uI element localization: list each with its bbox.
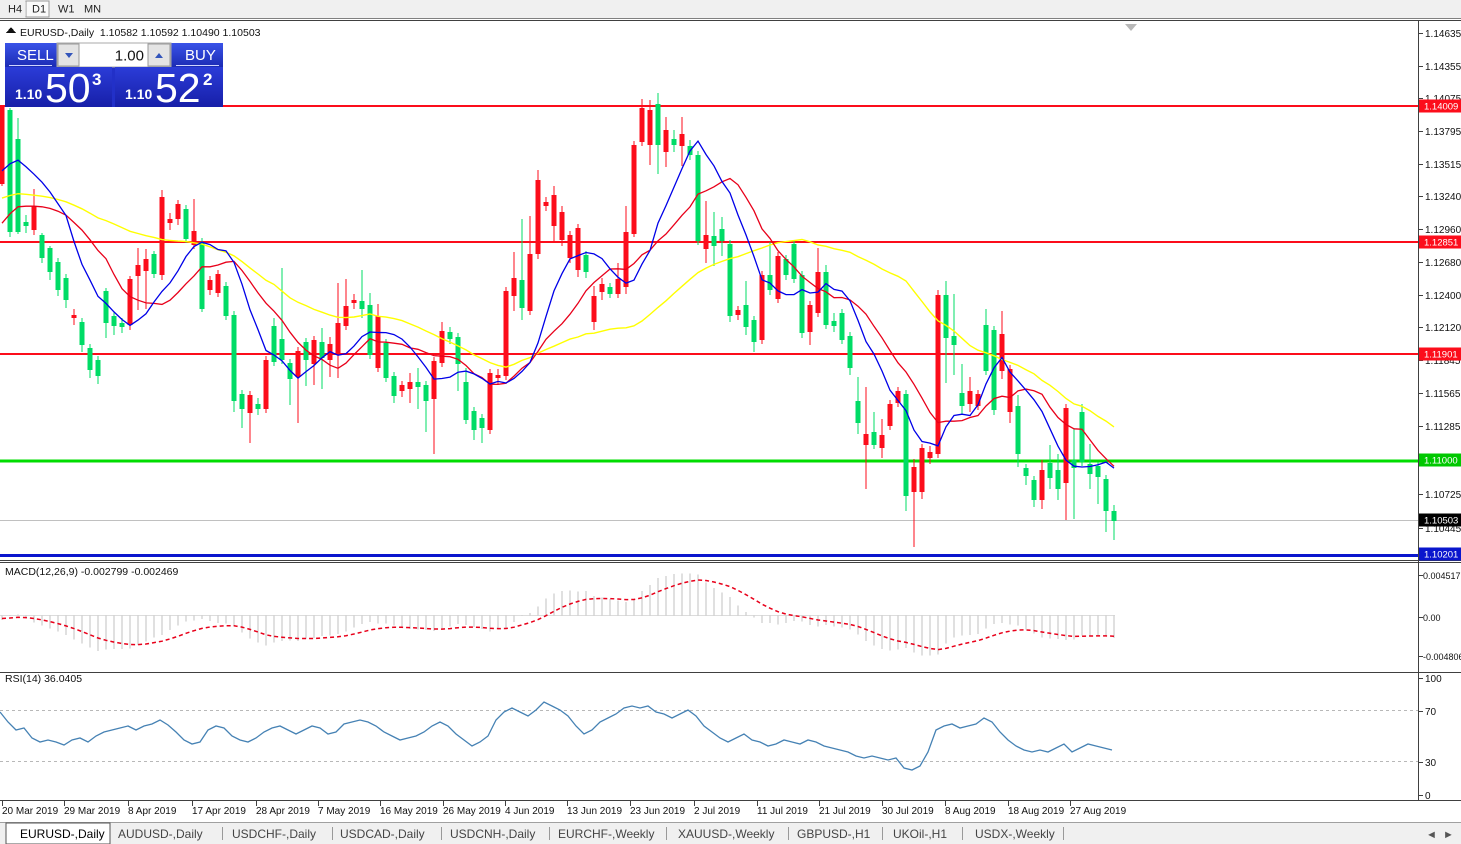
svg-text:1.13795: 1.13795 [1425,127,1461,138]
svg-text:29 Mar 2019: 29 Mar 2019 [64,806,121,817]
svg-text:-0.004806: -0.004806 [1423,652,1461,662]
svg-text:◄: ◄ [1426,829,1437,841]
svg-text:1.11565: 1.11565 [1425,389,1461,400]
svg-text:H4: H4 [8,4,22,16]
svg-text:1.10445: 1.10445 [1425,524,1461,535]
svg-text:EURCHF-,Weekly: EURCHF-,Weekly [558,827,654,841]
svg-text:21 Jul 2019: 21 Jul 2019 [819,806,871,817]
svg-text:►: ► [1443,829,1454,841]
svg-text:USDX-,Weekly: USDX-,Weekly [975,827,1055,841]
svg-text:4 Jun 2019: 4 Jun 2019 [505,806,555,817]
svg-text:50: 50 [45,65,91,111]
svg-text:1.11901: 1.11901 [1424,350,1458,361]
svg-text:W1: W1 [58,4,75,16]
svg-text:17 Apr 2019: 17 Apr 2019 [192,806,246,817]
svg-text:D1: D1 [32,4,46,16]
svg-text:1.10201: 1.10201 [1424,550,1458,561]
svg-text:USDCHF-,Daily: USDCHF-,Daily [232,827,316,841]
svg-text:23 Jun 2019: 23 Jun 2019 [630,806,685,817]
svg-text:70: 70 [1425,707,1437,718]
svg-text:USDCAD-,Daily: USDCAD-,Daily [340,827,425,841]
svg-text:SELL: SELL [17,47,54,64]
svg-text:USDCNH-,Daily: USDCNH-,Daily [450,827,535,841]
svg-text:8 Aug 2019: 8 Aug 2019 [945,806,996,817]
svg-text:1.14355: 1.14355 [1425,62,1461,73]
svg-text:1.12400: 1.12400 [1425,291,1461,302]
svg-text:8 Apr 2019: 8 Apr 2019 [128,806,177,817]
svg-text:2: 2 [203,70,212,89]
svg-text:30: 30 [1425,758,1437,769]
svg-text:18 Aug 2019: 18 Aug 2019 [1008,806,1065,817]
svg-text:1.14009: 1.14009 [1424,102,1458,113]
svg-text:27 Aug 2019: 27 Aug 2019 [1070,806,1127,817]
svg-text:11 Jul 2019: 11 Jul 2019 [757,806,808,817]
svg-text:1.00: 1.00 [115,48,144,65]
svg-text:2 Jul 2019: 2 Jul 2019 [694,806,741,817]
svg-text:52: 52 [155,65,201,111]
svg-text:1.10725: 1.10725 [1425,490,1461,501]
svg-text:1.12120: 1.12120 [1425,323,1461,334]
svg-text:13 Jun 2019: 13 Jun 2019 [567,806,622,817]
svg-text:7 May 2019: 7 May 2019 [318,806,371,817]
svg-text:1.10: 1.10 [125,86,152,102]
svg-text:0.00: 0.00 [1423,613,1441,623]
svg-text:1.12960: 1.12960 [1425,225,1461,236]
svg-text:1.11285: 1.11285 [1425,422,1461,433]
svg-text:MACD(12,26,9) -0.002799 -0.002: MACD(12,26,9) -0.002799 -0.002469 [5,566,179,578]
svg-text:1.14635: 1.14635 [1425,29,1461,40]
svg-text:1.12680: 1.12680 [1425,258,1461,269]
svg-text:EURUSD-,Daily: EURUSD-,Daily [20,827,105,841]
svg-text:1.10: 1.10 [15,86,42,102]
svg-text:0.004517: 0.004517 [1423,571,1461,581]
svg-text:XAUUSD-,Weekly: XAUUSD-,Weekly [678,827,774,841]
svg-text:3: 3 [92,70,101,89]
svg-text:1.12851: 1.12851 [1424,238,1458,249]
svg-text:100: 100 [1425,674,1442,685]
svg-text:1.10503: 1.10503 [1424,516,1458,527]
svg-text:26 May 2019: 26 May 2019 [443,806,501,817]
svg-text:0: 0 [1425,791,1431,802]
svg-text:1.13240: 1.13240 [1425,192,1461,203]
svg-text:GBPUSD-,H1: GBPUSD-,H1 [797,827,871,841]
svg-text:UKOil-,H1: UKOil-,H1 [893,827,947,841]
svg-text:20 Mar 2019: 20 Mar 2019 [2,806,59,817]
svg-text:30 Jul 2019: 30 Jul 2019 [882,806,934,817]
svg-text:28 Apr 2019: 28 Apr 2019 [256,806,310,817]
svg-text:1.11845: 1.11845 [1425,356,1461,367]
svg-text:EURUSD-,Daily 1.10582 1.10592: EURUSD-,Daily 1.10582 1.10592 1.10490 1.… [20,27,261,39]
svg-text:MN: MN [84,4,101,16]
svg-text:1.13515: 1.13515 [1425,160,1461,171]
svg-text:AUDUSD-,Daily: AUDUSD-,Daily [118,827,203,841]
svg-text:1.11000: 1.11000 [1424,456,1458,467]
svg-text:RSI(14) 36.0405: RSI(14) 36.0405 [5,673,82,685]
svg-text:16 May 2019: 16 May 2019 [380,806,438,817]
svg-text:BUY: BUY [185,47,216,64]
